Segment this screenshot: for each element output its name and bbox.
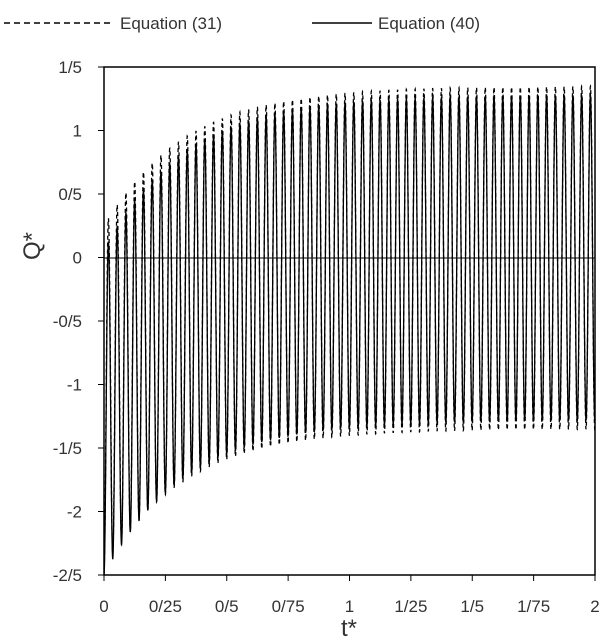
x-axis-label: t* [341,615,357,642]
y-tick-label: -0/5 [53,312,82,331]
y-tick-label: 1 [73,122,82,141]
x-tick-label: 0 [99,597,108,616]
series-layer [103,84,596,576]
y-axis-label: Q* [19,232,46,260]
y-tick-label: 0 [73,249,82,268]
x-tick-label: 1/75 [517,597,550,616]
x-tick-label: 0/25 [149,597,182,616]
x-tick-label: 1/25 [394,597,427,616]
series-line-equation-40 [103,93,596,576]
y-axis-ticks: 1/5 1 0/5 0 -0/5 -1 -1/5 -2 -2/5 [53,58,104,585]
x-tick-label: 1/5 [460,597,484,616]
y-tick-label: -1/5 [53,439,82,458]
y-tick-label: -2/5 [53,566,82,585]
y-tick-label: 0/5 [58,185,82,204]
legend: Equation (31) Equation (40) [4,14,480,33]
y-tick-label: 1/5 [58,58,82,77]
y-tick-label: -1 [67,376,82,395]
x-tick-label: 2 [590,597,599,616]
x-tick-label: 0/5 [215,597,239,616]
legend-label-equation-31: Equation (31) [120,14,222,33]
x-axis-ticks: 0 0/25 0/5 0/75 1 1/25 1/5 1/75 2 [99,575,600,616]
x-tick-label: 1 [345,597,354,616]
y-tick-label: -2 [67,503,82,522]
x-tick-label: 0/75 [272,597,305,616]
legend-label-equation-40: Equation (40) [378,14,480,33]
